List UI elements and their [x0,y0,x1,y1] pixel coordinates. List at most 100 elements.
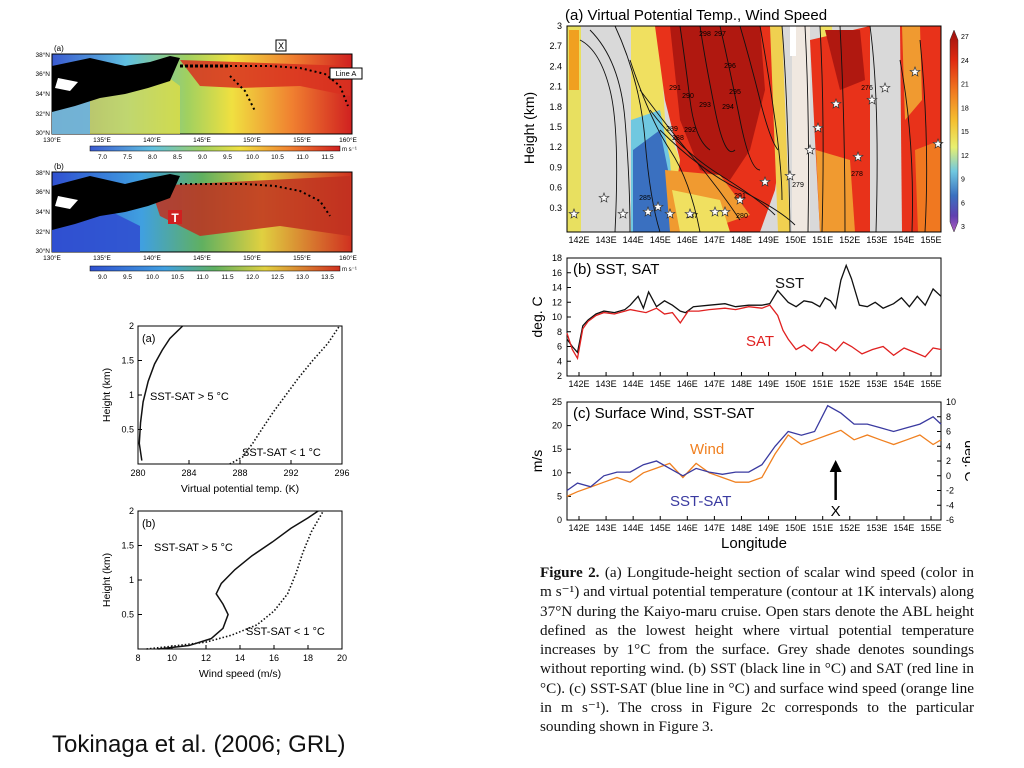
map-a-lat-label: 38°N [35,51,50,59]
map-a-colorbar-tick: 7.5 [123,154,132,161]
colorbar-tick-label: 6 [961,200,965,207]
map-b-colorbar [89,265,341,272]
abl-star [830,97,842,109]
x-tick-label: 296 [334,468,349,478]
map-b-lon-label: 160°E [339,254,357,262]
y-tick-label: 1.5 [121,541,134,551]
x-tick-label: 143E [596,379,617,389]
y-right-tick-label: 8 [946,412,951,422]
x-tick-label: 147E [704,379,725,389]
map-a-colorbar-tick: 9.0 [198,154,207,161]
x-tick-label: 144E [623,523,644,533]
map-b-lat-label: 32°N [35,228,50,236]
x-tick-label: 155E [920,235,941,245]
x-tick-label: 142E [568,379,589,389]
map-a-tag: (a) [54,44,64,53]
x-tick-label: 20 [337,653,347,663]
map-b-tag: (b) [54,162,64,171]
chart-title: (b) SST, SAT [573,261,659,278]
chart-xlabel: Longitude [721,535,787,552]
section-a-contour-label: 276 [861,85,873,92]
chart-ylabel-right: deg. C [962,440,970,481]
map-b-colorbar-tick: 10.5 [171,274,184,281]
series-label: SAT [746,333,774,350]
x-tick-label: 143E [596,235,617,245]
profile-theta-chart: 280 284 288 292 296 0.5 1 1.5 2 (a) Virtual potent… [101,321,350,495]
y-tick-label: 2.1 [549,82,562,92]
abl-star [909,65,921,77]
y-tick-label: 16 [552,268,562,278]
y-right-tick-label: 4 [946,441,951,451]
y-tick-label: 1.5 [121,356,134,366]
abl-height-stars [568,65,944,219]
map-b-lon-label: 150°E [243,254,261,262]
x-tick-label: 142E [568,235,589,245]
abl-star [879,81,891,93]
map-b-colorbar-units: m s⁻¹ [342,267,357,273]
map-b-colorbar-tick: 13.5 [321,274,334,281]
series-label: Wind [690,441,724,458]
map-a-colorbar-tick: 9.5 [223,154,232,161]
x-tick-label: 144E [623,379,644,389]
annotation-arrowhead [829,460,842,472]
map-b-colorbar-tick: 9.5 [123,274,132,281]
map-b-colorbar-tick: 10.0 [146,274,159,281]
x-tick-label: 145E [650,379,671,389]
y-tick-label: 4 [557,356,562,366]
map-b: T (b) 38°N 36°N 34°N 32°N 30°N 130°E 135… [35,162,357,281]
abl-star [642,205,654,217]
section-a-contour-label: 290 [682,93,694,100]
colorbar-tick-label: 3 [961,224,965,231]
profile-ylabel: Height (km) [101,368,113,422]
x-tick-label: 142E [568,523,589,533]
sst-sat-chart: 2 4 6 8 10 12 14 16 18 142E 143E 144E 145E 146E 147E 14… [529,253,942,389]
chart-title: (c) Surface Wind, SST-SAT [573,405,754,422]
series-line-wind [566,429,942,497]
y-tick-label: 1 [129,390,134,400]
y-tick-label: 14 [552,283,562,293]
abl-star [664,207,676,219]
japan-landmass-a [52,56,180,112]
colorbar-tick-label: 21 [961,82,969,89]
x-tick-label: 148E [731,379,752,389]
x-tick-label: 14 [235,653,245,663]
map-a-lon-label: 150°E [243,136,261,144]
y-right-tick-label: 6 [946,427,951,437]
map-b-colorbar-tick: 12.0 [246,274,259,281]
japan-landmass-b [52,174,180,230]
section-a-contour-label: 293 [699,102,711,109]
map-b-lat-label: 34°N [35,208,50,216]
x-tick-label: 153E [866,235,887,245]
y-tick-label: 1.5 [549,122,562,132]
abl-star [617,207,629,219]
y-right-tick-label: -4 [946,500,954,510]
section-a-contour-label: 285 [639,195,651,202]
x-tick-label: 147E [704,523,725,533]
map-b-lon-label: 145°E [193,254,211,262]
x-tick-label: 153E [866,379,887,389]
x-tick-label: 148E [731,235,752,245]
x-tick-label: 153E [866,523,887,533]
abl-star [804,143,816,155]
x-tick-label: 149E [758,379,779,389]
section-a-colorbar [949,29,959,233]
x-tick-label: 148E [731,523,752,533]
section-a-contour-label: 295 [729,89,741,96]
y-tick-label: 0.3 [549,203,562,213]
x-tick-label: 150E [785,523,806,533]
section-a-ylabel: Height (km) [521,92,537,164]
section-a-contour-label: 280 [736,213,748,220]
y-tick-label: 25 [552,397,562,407]
x-tick-label: 151E [812,235,833,245]
series-label: SST [775,275,804,292]
map-a-colorbar-tick: 11.5 [321,154,334,161]
y-tick-label: 20 [552,421,562,431]
section-a-contour-label: 289 [666,126,678,133]
colorbar-tick-label: 12 [961,153,969,160]
x-tick-label: 8 [135,653,140,663]
x-tick-label: 10 [167,653,177,663]
y-tick-label: 2 [557,371,562,381]
y-tick-label: 2 [129,321,134,331]
y-tick-label: 0 [557,515,562,525]
